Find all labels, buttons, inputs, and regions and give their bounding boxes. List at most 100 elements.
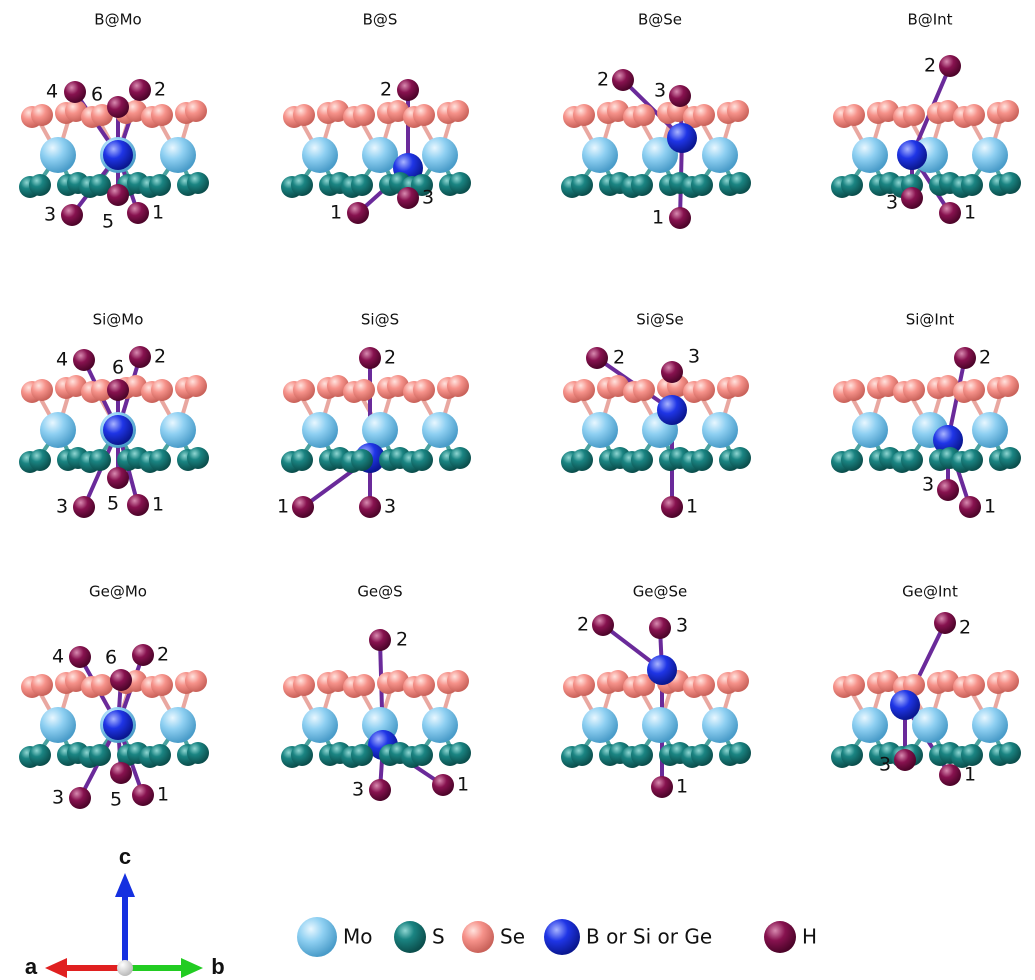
- atom-label: 3: [654, 80, 666, 102]
- se-atom: [91, 379, 113, 401]
- h-atom: [110, 762, 132, 784]
- atom-label: 1: [157, 784, 169, 806]
- mo-atom: [160, 412, 196, 448]
- structure-panel: Si@S 2 1 3: [277, 311, 471, 518]
- legend: Mo S Se B or Si or Ge H: [297, 917, 817, 957]
- se-atom: [91, 674, 113, 696]
- s-atom: [291, 449, 313, 471]
- atom-label: 2: [959, 617, 971, 639]
- h-atom: [359, 496, 381, 518]
- se-atom: [293, 104, 315, 126]
- structure-panel: B@Se 2 3 1: [561, 11, 751, 229]
- atom-label: 1: [152, 494, 164, 516]
- structure-panel: B@Mo 4 6 2 3 5 1: [19, 11, 209, 233]
- dopant-atom: [103, 140, 133, 170]
- mo-atom: [972, 137, 1008, 173]
- se-atom: [447, 670, 469, 692]
- se-atom: [573, 674, 595, 696]
- h-atom: [959, 496, 981, 518]
- legend-dopant-swatch: [544, 919, 580, 955]
- se-atom: [693, 379, 715, 401]
- s-atom: [571, 449, 593, 471]
- structure-panel: Si@Mo 4 6 2 3 5 1: [19, 311, 209, 518]
- s-atom: [411, 449, 433, 471]
- se-atom: [353, 674, 375, 696]
- h-atom: [359, 347, 381, 369]
- se-atom: [31, 379, 53, 401]
- se-atom: [151, 104, 173, 126]
- se-atom: [963, 379, 985, 401]
- se-atom: [353, 104, 375, 126]
- s-atom: [29, 174, 51, 196]
- panel-title: Ge@Mo: [89, 583, 147, 601]
- legend-label: Mo: [343, 925, 373, 949]
- s-atom: [187, 447, 209, 469]
- atom-label: 3: [422, 187, 434, 209]
- atom-label: 1: [676, 776, 688, 798]
- h-atom: [649, 617, 671, 639]
- mo-atom: [582, 707, 618, 743]
- s-atom: [187, 172, 209, 194]
- dopant-atom: [667, 123, 697, 153]
- se-atom: [693, 674, 715, 696]
- atom-label: 3: [922, 474, 934, 496]
- h-atom: [592, 614, 614, 636]
- s-atom: [291, 744, 313, 766]
- s-atom: [999, 447, 1021, 469]
- mo-atom: [702, 412, 738, 448]
- mo-atom: [852, 707, 888, 743]
- se-atom: [185, 100, 207, 122]
- axis-label: a: [25, 954, 38, 979]
- atom-label: 1: [330, 202, 342, 224]
- panel-title: Si@Mo: [93, 311, 144, 329]
- mo-atom: [422, 707, 458, 743]
- se-atom: [353, 379, 375, 401]
- s-atom: [351, 744, 373, 766]
- s-atom: [449, 742, 471, 764]
- mo-atom: [972, 412, 1008, 448]
- se-atom: [413, 379, 435, 401]
- panels: B@Mo 4 6 2 3 5 1 B@S 2 1 3 B@Se 2 3 1 B@Int 2 3 1 Si@Mo 4 6 2 3…: [19, 11, 1021, 811]
- panel-title: Ge@S: [357, 583, 402, 601]
- structure-panel: B@S 2 1 3: [281, 11, 471, 224]
- se-atom: [997, 375, 1019, 397]
- atom-label: 3: [688, 346, 700, 368]
- dopant-atom: [657, 395, 687, 425]
- atom-label: 5: [107, 493, 119, 515]
- h-atom: [612, 69, 634, 91]
- atom-label: 1: [152, 202, 164, 224]
- h-atom: [292, 496, 314, 518]
- s-atom: [631, 449, 653, 471]
- dopant-atom: [890, 690, 920, 720]
- s-atom: [691, 449, 713, 471]
- legend-label: S: [432, 925, 445, 949]
- panel-title: Ge@Int: [902, 583, 958, 601]
- h-atom: [651, 776, 673, 798]
- structure-panel: B@Int 2 3 1: [831, 11, 1021, 224]
- atom-label: 3: [52, 787, 64, 809]
- h-atom: [73, 349, 95, 371]
- atom-label: 1: [457, 774, 469, 796]
- dopant-atom: [897, 140, 927, 170]
- origin: [117, 960, 133, 976]
- se-atom: [151, 674, 173, 696]
- s-atom: [729, 742, 751, 764]
- atom-label: 1: [686, 496, 698, 518]
- h-atom: [61, 204, 83, 226]
- s-atom: [29, 744, 51, 766]
- se-atom: [843, 379, 865, 401]
- s-atom: [961, 744, 983, 766]
- se-atom: [963, 104, 985, 126]
- h-atom: [132, 644, 154, 666]
- mo-atom: [302, 412, 338, 448]
- se-atom: [843, 674, 865, 696]
- mo-atom: [852, 137, 888, 173]
- s-atom: [351, 174, 373, 196]
- h-atom: [894, 749, 916, 771]
- h-atom: [397, 187, 419, 209]
- s-atom: [89, 449, 111, 471]
- legend-label: Se: [500, 925, 525, 949]
- se-atom: [727, 670, 749, 692]
